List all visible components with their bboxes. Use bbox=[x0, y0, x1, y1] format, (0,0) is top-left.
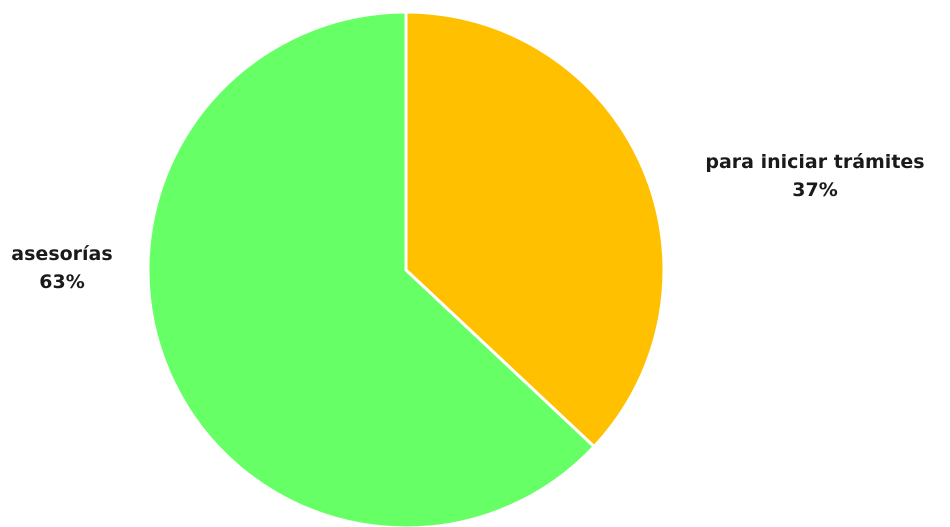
slice-label-asesorias: asesorías 63% bbox=[6, 240, 118, 296]
slice-percent-label: 37% bbox=[792, 179, 838, 201]
pie-slice-asesorias bbox=[146, 10, 596, 527]
slice-category-label: asesorías bbox=[11, 243, 113, 265]
slice-percent-label: 63% bbox=[39, 271, 85, 293]
slice-label-para-iniciar-tramites: para iniciar trámites 37% bbox=[680, 148, 950, 204]
slice-category-label: para iniciar trámites bbox=[705, 151, 925, 173]
pie-slices bbox=[146, 10, 666, 527]
pie-slice-para-iniciar-tramites bbox=[404, 10, 666, 449]
